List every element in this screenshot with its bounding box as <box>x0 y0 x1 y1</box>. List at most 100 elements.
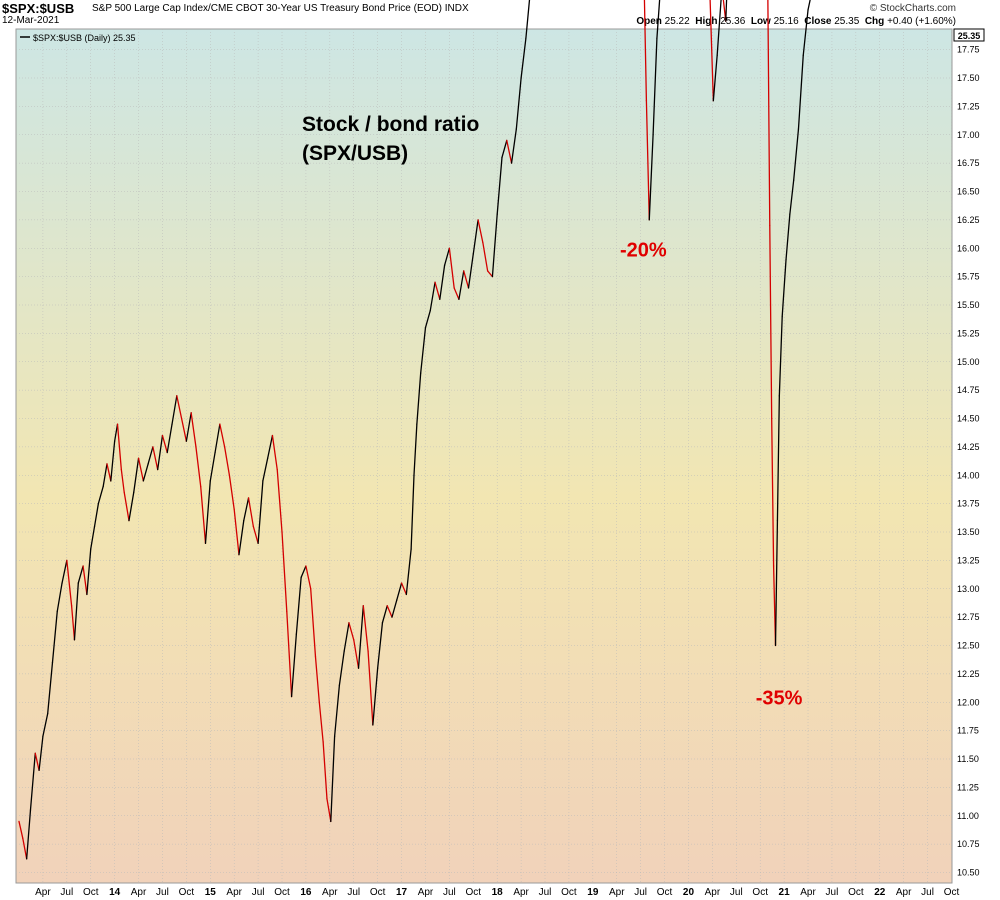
ohlc-readout: Open 25.22 High 25.36 Low 25.16 Close 25… <box>636 16 956 27</box>
y-tick-label: 13.50 <box>957 527 980 537</box>
drawdown-label: -20% <box>620 239 667 261</box>
series-segment <box>243 497 250 522</box>
series-segment <box>257 480 264 544</box>
series-segment <box>333 684 341 737</box>
x-tick-label: 17 <box>396 887 408 898</box>
y-tick-label: 15.75 <box>957 272 980 282</box>
y-tick-label: 12.50 <box>957 641 980 651</box>
legend: $SPX:$USB (Daily) 25.35 <box>20 33 136 43</box>
series-segment <box>362 605 369 652</box>
series-segment <box>348 622 355 641</box>
series-segment <box>310 588 317 658</box>
open-value: 25.22 <box>664 16 690 27</box>
series-segment <box>434 281 441 300</box>
series-segment <box>90 525 96 550</box>
y-tick-label: 14.25 <box>957 442 980 452</box>
x-tick-label: Oct <box>83 887 99 898</box>
x-tick-label: Oct <box>370 887 386 898</box>
y-tick-label: 17.25 <box>957 101 980 111</box>
x-tick-label: 15 <box>205 887 217 898</box>
series-segment <box>353 639 360 669</box>
series-segment <box>171 395 178 425</box>
series-segment <box>66 559 73 607</box>
series-segment <box>252 525 259 544</box>
series-segment <box>448 247 455 289</box>
series-segment <box>381 605 388 624</box>
series-segment <box>802 9 809 56</box>
x-tick-label: Jul <box>539 887 552 898</box>
series-segment <box>405 548 412 596</box>
y-tick-label: 12.75 <box>957 612 980 622</box>
low-value: 25.16 <box>773 16 799 27</box>
series-segment <box>61 559 68 584</box>
x-tick-label: Apr <box>896 887 912 898</box>
series-segment <box>506 139 513 164</box>
series-segment <box>223 446 231 476</box>
series-segment <box>797 54 804 130</box>
x-tick-label: Jul <box>252 887 265 898</box>
series-segment <box>472 219 479 255</box>
y-tick-label: 12.25 <box>957 669 980 679</box>
series-segment <box>463 270 470 289</box>
y-tick-label: 11.00 <box>957 811 979 821</box>
y-tick-label: 17.50 <box>957 73 980 83</box>
x-tick-label: Jul <box>443 887 456 898</box>
series-segment <box>482 241 489 272</box>
series-segment <box>643 0 648 102</box>
x-tick-label: Oct <box>752 887 768 898</box>
x-tick-label: Oct <box>179 887 195 898</box>
series-segment <box>147 446 154 465</box>
series-segment <box>314 656 320 703</box>
x-tick-label: Oct <box>657 887 673 898</box>
x-axis: Apr Jul Oct 14 Apr Jul Oct 15 Apr Jul Oct 16 Apr Jul O… <box>35 887 959 898</box>
series-segment <box>152 446 159 471</box>
series-segment <box>214 423 221 454</box>
series-segment <box>116 423 122 471</box>
series-segment <box>416 372 422 425</box>
series-segment <box>709 0 714 102</box>
series-segment <box>238 520 245 556</box>
series-segment <box>396 582 403 601</box>
series-segment <box>271 434 278 471</box>
series-segment <box>357 605 364 669</box>
series-segment <box>424 310 431 329</box>
series-segment <box>97 485 104 505</box>
series-segment <box>774 520 779 647</box>
series-segment <box>807 0 811 11</box>
series-segment <box>781 258 787 318</box>
price-series <box>18 0 811 860</box>
y-axis: 10.50 10.75 11.00 11.25 11.50 11.75 12.00 12.25… <box>957 45 980 878</box>
series-segment <box>386 605 393 618</box>
y-tick-label: 13.75 <box>957 499 980 509</box>
series-segment <box>38 735 44 771</box>
series-segment <box>443 247 451 266</box>
series-segment <box>785 213 791 261</box>
series-segment <box>157 434 164 471</box>
series-segment <box>51 610 58 664</box>
close-value: 25.35 <box>834 16 860 27</box>
series-segment <box>458 270 465 300</box>
x-tick-label: 20 <box>683 887 695 898</box>
series-segment <box>185 412 192 442</box>
series-segment <box>86 548 92 596</box>
series-segment <box>247 497 254 527</box>
x-tick-label: 22 <box>874 887 886 898</box>
x-tick-label: Apr <box>705 887 721 898</box>
series-segment <box>300 565 307 579</box>
series-segment <box>510 128 517 164</box>
series-segment <box>276 468 283 533</box>
x-tick-label: Oct <box>274 887 290 898</box>
series-segment <box>281 531 288 613</box>
series-segment <box>305 565 312 590</box>
x-tick-label: Oct <box>561 887 577 898</box>
series-segment <box>778 315 783 397</box>
series-segment <box>161 434 168 454</box>
series-segment <box>204 480 211 544</box>
series-segment <box>267 434 274 459</box>
series-segment <box>113 423 119 442</box>
open-label: Open <box>636 16 662 27</box>
series-segment <box>262 457 269 482</box>
x-tick-label: Jul <box>156 887 169 898</box>
series-segment <box>429 281 436 312</box>
